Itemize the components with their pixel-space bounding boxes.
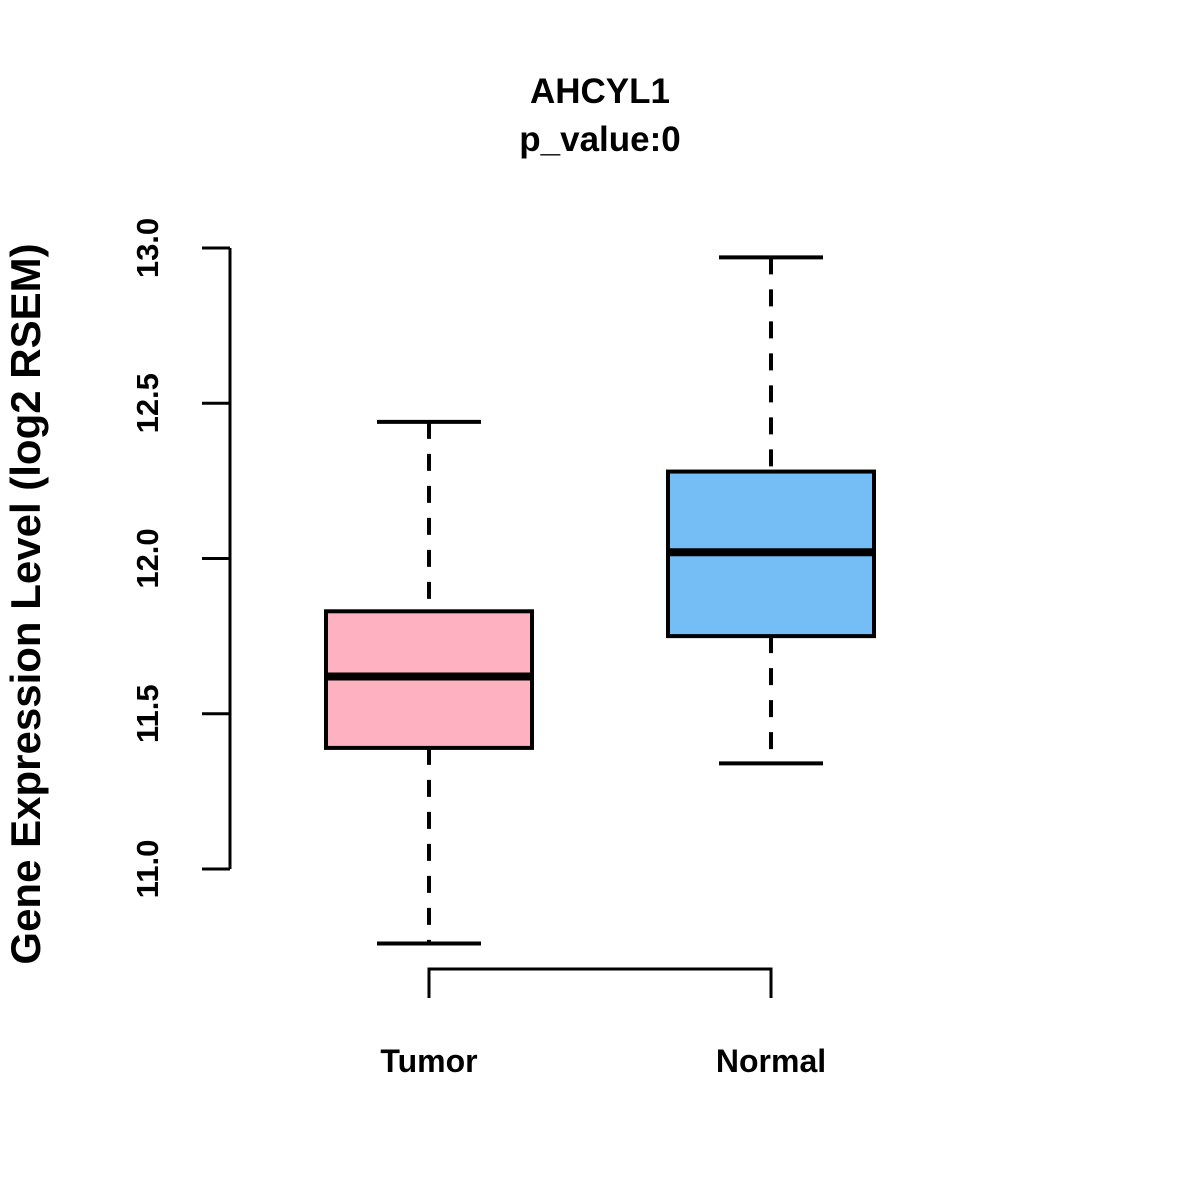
x-axis-line: [427, 967, 773, 998]
y-axis-tick-label: 11.5: [130, 684, 165, 743]
chart-subtitle: p_value:0: [519, 120, 680, 159]
y-axis-tick-label: 12.0: [130, 528, 165, 588]
y-axis-tick-label: 11.0: [130, 840, 165, 899]
chart-title: AHCYL1: [530, 72, 670, 111]
y-axis-label: Gene Expression Level (log2 RSEM): [2, 243, 49, 964]
category-label-tumor: Tumor: [380, 1043, 477, 1079]
y-axis-tick-label: 12.5: [130, 373, 165, 433]
y-axis-tick-label: 13.0: [130, 218, 165, 278]
category-label-normal: Normal: [716, 1043, 826, 1079]
plot-layer: 11.0 11.5 12.0 12.5 13.0 Tumor Normal: [130, 218, 876, 1079]
